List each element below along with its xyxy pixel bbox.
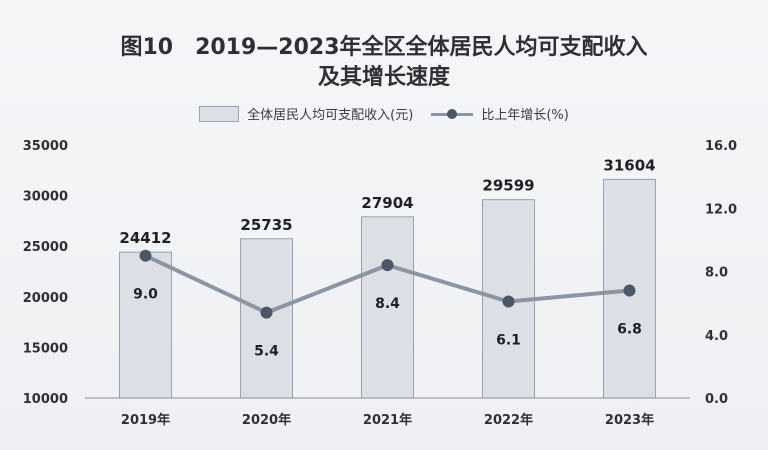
growth-value-label: 6.1 <box>496 333 521 349</box>
growth-point <box>260 306 273 319</box>
y-left-tick-label: 10000 <box>23 392 68 407</box>
bar-value-label: 24412 <box>119 229 171 247</box>
chart-title-line1: 图10 2019—2023年全区全体居民人均可支配收入 <box>120 35 648 60</box>
legend-item-growth: 比上年增长(%) <box>431 104 569 123</box>
x-tick-label: 2021年 <box>363 412 412 428</box>
growth-value-label: 5.4 <box>254 344 279 360</box>
y-right-tick-label: 12.0 <box>705 202 737 217</box>
bar-value-label: 27904 <box>361 194 413 212</box>
y-left-tick-label: 15000 <box>23 341 68 356</box>
chart-title-line2: 及其增长速度 <box>317 65 450 90</box>
x-tick-label: 2020年 <box>242 412 291 428</box>
legend-label-income: 全体居民人均可支配收入(元) <box>247 108 414 123</box>
x-tick-label: 2023年 <box>605 412 654 428</box>
bar <box>119 251 172 399</box>
growth-point <box>623 284 636 297</box>
y-right-tick-label: 0.0 <box>705 392 728 407</box>
x-tick-label: 2019年 <box>121 412 170 428</box>
x-tick-label: 2022年 <box>484 412 533 428</box>
legend-label-growth: 比上年增长(%) <box>481 108 569 123</box>
bar <box>361 216 414 399</box>
legend-swatch-line <box>431 107 474 121</box>
y-left-tick-label: 30000 <box>23 190 68 205</box>
chart-legend: 全体居民人均可支配收入(元) 比上年增长(%) <box>0 104 768 123</box>
y-left-tick-label: 35000 <box>23 139 68 154</box>
y-right-tick-label: 8.0 <box>705 266 728 281</box>
legend-item-income: 全体居民人均可支配收入(元) <box>199 104 413 123</box>
growth-value-label: 9.0 <box>133 287 158 303</box>
growth-value-label: 8.4 <box>375 296 400 312</box>
growth-value-label: 6.8 <box>617 321 642 337</box>
y-right-tick-label: 16.0 <box>705 139 737 154</box>
growth-point <box>502 295 515 308</box>
y-right-tick-label: 4.0 <box>705 329 728 344</box>
y-left-tick-label: 25000 <box>23 240 68 255</box>
growth-point <box>381 259 394 272</box>
growth-point <box>139 249 152 262</box>
bar-value-label: 29599 <box>482 177 534 195</box>
bar-value-label: 31604 <box>603 156 655 174</box>
legend-swatch-bar <box>199 105 240 122</box>
bar-value-label: 25735 <box>240 216 292 234</box>
y-left-tick-label: 20000 <box>23 291 68 306</box>
